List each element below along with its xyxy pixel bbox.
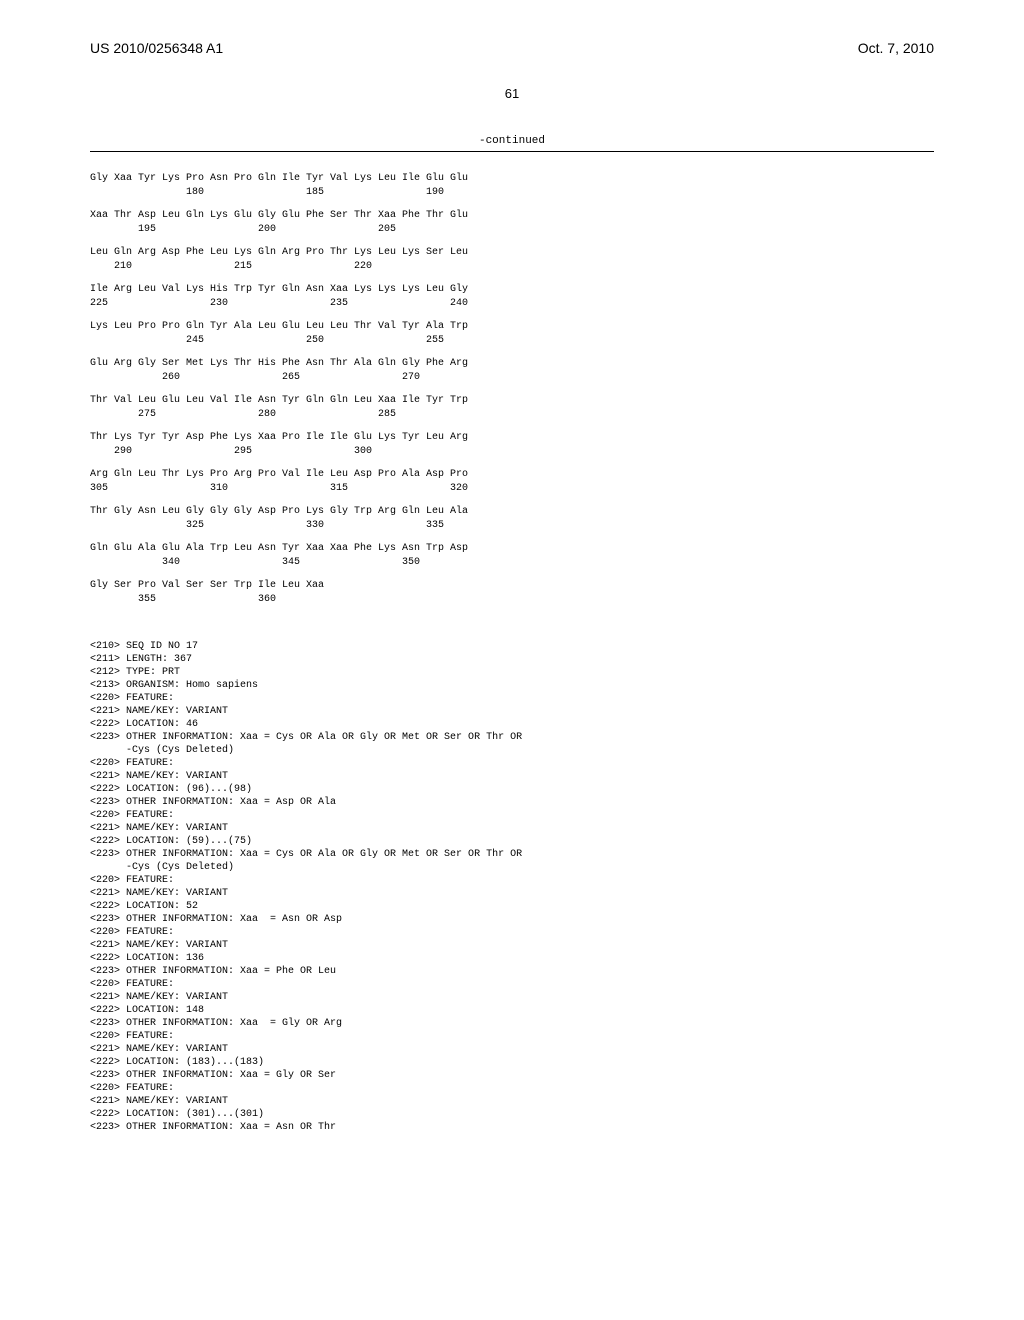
feature-line: <223> OTHER INFORMATION: Xaa = Asn OR Th… [90, 1121, 934, 1134]
top-rule [90, 151, 934, 152]
feature-line: <221> NAME/KEY: VARIANT [90, 1095, 934, 1108]
sequence-num-row: 355 360 [90, 593, 934, 607]
feature-block: <210> SEQ ID NO 17<211> LENGTH: 367<212>… [90, 640, 934, 1134]
sequence-num-row: 275 280 285 [90, 408, 934, 422]
feature-line: <220> FEATURE: [90, 1030, 934, 1043]
sequence-num-row: 195 200 205 [90, 223, 934, 237]
sequence-num-row: 325 330 335 [90, 519, 934, 533]
feature-line: <223> OTHER INFORMATION: Xaa = Gly OR Se… [90, 1069, 934, 1082]
feature-line: <220> FEATURE: [90, 978, 934, 991]
sequence-aa-row: Xaa Thr Asp Leu Gln Lys Glu Gly Glu Phe … [90, 209, 934, 223]
feature-line: <222> LOCATION: (96)...(98) [90, 783, 934, 796]
feature-line: <222> LOCATION: 52 [90, 900, 934, 913]
feature-line: <211> LENGTH: 367 [90, 653, 934, 666]
feature-line: <221> NAME/KEY: VARIANT [90, 887, 934, 900]
page-number: 61 [90, 86, 934, 101]
feature-line: <220> FEATURE: [90, 926, 934, 939]
sequence-num-row: 290 295 300 [90, 445, 934, 459]
feature-line: <221> NAME/KEY: VARIANT [90, 1043, 934, 1056]
feature-line: <213> ORGANISM: Homo sapiens [90, 679, 934, 692]
feature-line: <223> OTHER INFORMATION: Xaa = Asp OR Al… [90, 796, 934, 809]
sequence-block: Gly Xaa Tyr Lys Pro Asn Pro Gln Ile Tyr … [90, 172, 934, 616]
feature-line: <221> NAME/KEY: VARIANT [90, 991, 934, 1004]
feature-line: <221> NAME/KEY: VARIANT [90, 770, 934, 783]
feature-line: <222> LOCATION: (301)...(301) [90, 1108, 934, 1121]
feature-line: <223> OTHER INFORMATION: Xaa = Asn OR As… [90, 913, 934, 926]
feature-line: -Cys (Cys Deleted) [90, 744, 934, 757]
feature-line: <222> LOCATION: (59)...(75) [90, 835, 934, 848]
sequence-aa-row: Thr Val Leu Glu Leu Val Ile Asn Tyr Gln … [90, 394, 934, 408]
feature-line: <220> FEATURE: [90, 809, 934, 822]
feature-line: <222> LOCATION: 136 [90, 952, 934, 965]
feature-line: <221> NAME/KEY: VARIANT [90, 822, 934, 835]
sequence-aa-row: Glu Arg Gly Ser Met Lys Thr His Phe Asn … [90, 357, 934, 371]
sequence-aa-row: Lys Leu Pro Pro Gln Tyr Ala Leu Glu Leu … [90, 320, 934, 334]
page-header: US 2010/0256348 A1 Oct. 7, 2010 [90, 40, 934, 56]
feature-line: <210> SEQ ID NO 17 [90, 640, 934, 653]
sequence-aa-row: Gly Xaa Tyr Lys Pro Asn Pro Gln Ile Tyr … [90, 172, 934, 186]
feature-line: <223> OTHER INFORMATION: Xaa = Cys OR Al… [90, 731, 934, 744]
sequence-num-row: 180 185 190 [90, 186, 934, 200]
sequence-aa-row: Gln Glu Ala Glu Ala Trp Leu Asn Tyr Xaa … [90, 542, 934, 556]
sequence-aa-row: Gly Ser Pro Val Ser Ser Trp Ile Leu Xaa [90, 579, 934, 593]
sequence-aa-row: Ile Arg Leu Val Lys His Trp Tyr Gln Asn … [90, 283, 934, 297]
sequence-num-row: 245 250 255 [90, 334, 934, 348]
feature-line: <220> FEATURE: [90, 874, 934, 887]
sequence-aa-row: Leu Gln Arg Asp Phe Leu Lys Gln Arg Pro … [90, 246, 934, 260]
feature-line: <220> FEATURE: [90, 692, 934, 705]
header-left: US 2010/0256348 A1 [90, 40, 223, 56]
feature-line: <223> OTHER INFORMATION: Xaa = Phe OR Le… [90, 965, 934, 978]
header-right: Oct. 7, 2010 [858, 40, 934, 56]
feature-line: <222> LOCATION: 46 [90, 718, 934, 731]
sequence-num-row: 260 265 270 [90, 371, 934, 385]
feature-line: <222> LOCATION: (183)...(183) [90, 1056, 934, 1069]
feature-line: <223> OTHER INFORMATION: Xaa = Gly OR Ar… [90, 1017, 934, 1030]
feature-line: <221> NAME/KEY: VARIANT [90, 939, 934, 952]
continued-label: -continued [90, 135, 934, 147]
feature-line: <212> TYPE: PRT [90, 666, 934, 679]
sequence-aa-row: Thr Gly Asn Leu Gly Gly Gly Asp Pro Lys … [90, 505, 934, 519]
sequence-num-row: 225 230 235 240 [90, 297, 934, 311]
sequence-num-row: 210 215 220 [90, 260, 934, 274]
feature-line: -Cys (Cys Deleted) [90, 861, 934, 874]
sequence-aa-row: Arg Gln Leu Thr Lys Pro Arg Pro Val Ile … [90, 468, 934, 482]
feature-line: <223> OTHER INFORMATION: Xaa = Cys OR Al… [90, 848, 934, 861]
feature-line: <220> FEATURE: [90, 757, 934, 770]
feature-line: <222> LOCATION: 148 [90, 1004, 934, 1017]
sequence-aa-row: Thr Lys Tyr Tyr Asp Phe Lys Xaa Pro Ile … [90, 431, 934, 445]
sequence-num-row: 340 345 350 [90, 556, 934, 570]
feature-line: <221> NAME/KEY: VARIANT [90, 705, 934, 718]
feature-line: <220> FEATURE: [90, 1082, 934, 1095]
sequence-num-row: 305 310 315 320 [90, 482, 934, 496]
